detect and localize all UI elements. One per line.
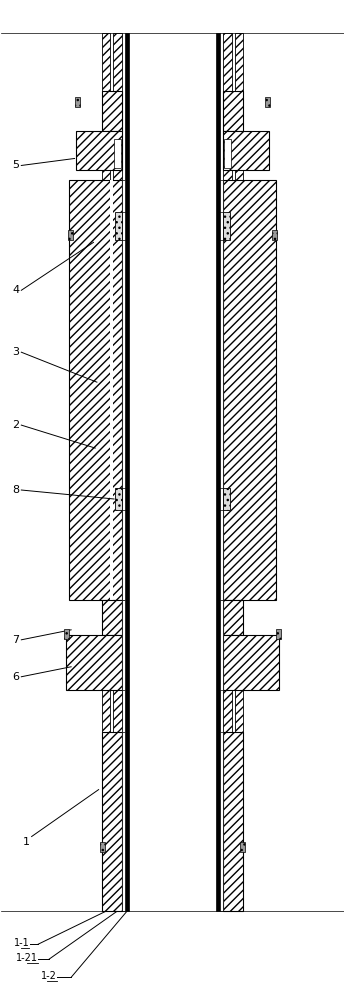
Bar	[66, 635, 122, 690]
Text: 4: 4	[12, 285, 20, 295]
Bar	[223, 131, 269, 170]
Bar	[125, 33, 129, 911]
Bar	[102, 732, 122, 911]
Bar	[122, 180, 125, 600]
Bar	[223, 91, 243, 131]
Text: 5: 5	[13, 160, 20, 170]
Bar	[122, 600, 125, 690]
Bar	[114, 33, 122, 911]
Bar	[223, 33, 231, 911]
Text: 3: 3	[13, 347, 20, 357]
Text: 1: 1	[23, 837, 30, 847]
Bar	[223, 600, 243, 635]
Text: 1-21: 1-21	[16, 953, 38, 963]
Text: 2: 2	[12, 420, 20, 430]
Bar	[276, 629, 281, 639]
Bar	[69, 180, 122, 600]
Text: 1-1: 1-1	[13, 938, 29, 948]
Bar	[265, 97, 270, 107]
Text: 7: 7	[12, 635, 20, 645]
Bar	[102, 91, 122, 131]
Bar	[110, 180, 114, 600]
Bar	[220, 600, 223, 690]
Bar	[239, 842, 245, 852]
Bar	[114, 139, 121, 168]
Bar	[68, 230, 73, 240]
Bar	[223, 488, 230, 510]
Bar	[220, 732, 223, 911]
Bar	[272, 230, 277, 240]
Bar	[224, 139, 231, 168]
Bar	[223, 212, 230, 240]
Bar	[75, 97, 80, 107]
Bar	[100, 842, 106, 852]
Bar	[76, 131, 122, 170]
Bar	[220, 180, 223, 600]
Text: 6: 6	[13, 672, 20, 682]
Bar	[223, 635, 279, 690]
Bar	[235, 33, 243, 911]
Bar	[115, 488, 122, 510]
Bar	[122, 732, 125, 911]
Text: 8: 8	[12, 485, 20, 495]
Bar	[115, 212, 122, 240]
Bar	[102, 600, 122, 635]
Bar	[64, 629, 69, 639]
Bar	[223, 180, 276, 600]
Bar	[223, 732, 243, 911]
Text: 1-2: 1-2	[41, 971, 57, 981]
Bar	[102, 33, 110, 911]
Bar	[216, 33, 220, 911]
